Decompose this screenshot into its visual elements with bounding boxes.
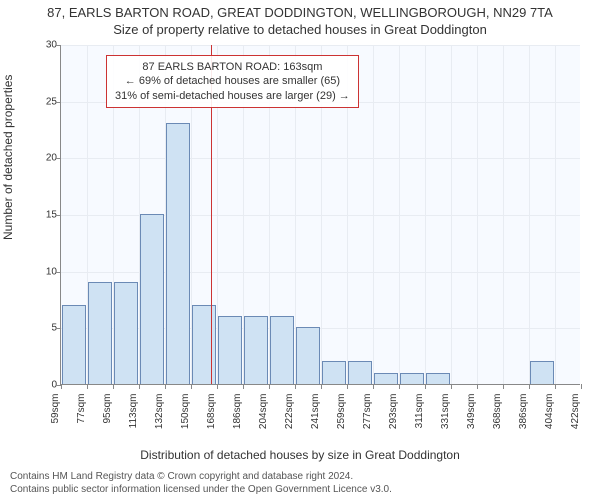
chart-title-line1: 87, EARLS BARTON ROAD, GREAT DODDINGTON,…: [0, 5, 600, 20]
x-tick-label: 241sqm: [310, 390, 321, 430]
histogram-bar: [244, 316, 268, 384]
x-tick-mark: [321, 384, 322, 389]
histogram-bar: [426, 373, 450, 384]
x-tick-label: 422sqm: [570, 390, 581, 430]
y-tick-mark: [56, 328, 61, 329]
x-tick-label: 113sqm: [128, 390, 139, 429]
x-tick-label: 404sqm: [544, 390, 555, 430]
x-axis-label: Distribution of detached houses by size …: [0, 448, 600, 462]
gridline-vertical: [477, 45, 478, 384]
annotation-line: 87 EARLS BARTON ROAD: 163sqm: [115, 60, 350, 74]
histogram-bar: [374, 373, 398, 384]
chart-container: 87, EARLS BARTON ROAD, GREAT DODDINGTON,…: [0, 0, 600, 500]
x-tick-label: 311sqm: [414, 390, 425, 429]
x-tick-mark: [295, 384, 296, 389]
x-tick-mark: [191, 384, 192, 389]
x-tick-mark: [113, 384, 114, 389]
annotation-line: 31% of semi-detached houses are larger (…: [115, 89, 350, 103]
x-tick-label: 150sqm: [180, 390, 191, 430]
y-tick-mark: [56, 45, 61, 46]
histogram-bar: [192, 305, 216, 384]
x-tick-mark: [373, 384, 374, 389]
x-tick-label: 259sqm: [336, 390, 347, 430]
y-tick-mark: [56, 272, 61, 273]
histogram-bar: [270, 316, 294, 384]
histogram-bar: [140, 214, 164, 384]
plot-area: 05101520253059sqm77sqm95sqm113sqm132sqm1…: [60, 45, 580, 385]
x-tick-mark: [217, 384, 218, 389]
histogram-bar: [530, 361, 554, 384]
x-tick-label: 349sqm: [466, 390, 477, 430]
histogram-bar: [218, 316, 242, 384]
chart-title-line2: Size of property relative to detached ho…: [0, 22, 600, 37]
y-tick-mark: [56, 215, 61, 216]
x-tick-label: 168sqm: [206, 390, 217, 430]
annotation-box: 87 EARLS BARTON ROAD: 163sqm← 69% of det…: [106, 55, 359, 108]
histogram-bar: [166, 123, 190, 384]
x-tick-label: 95sqm: [102, 390, 113, 424]
gridline-vertical: [555, 45, 556, 384]
x-tick-mark: [347, 384, 348, 389]
x-tick-mark: [243, 384, 244, 389]
x-tick-label: 59sqm: [50, 390, 61, 424]
x-tick-label: 331sqm: [440, 390, 451, 430]
histogram-bar: [296, 327, 320, 384]
x-tick-mark: [477, 384, 478, 389]
x-tick-mark: [61, 384, 62, 389]
attribution-line1: Contains HM Land Registry data © Crown c…: [10, 471, 392, 484]
x-tick-mark: [165, 384, 166, 389]
attribution-line2: Contains public sector information licen…: [10, 484, 392, 497]
x-tick-label: 386sqm: [518, 390, 529, 430]
x-tick-label: 186sqm: [232, 390, 243, 430]
x-tick-mark: [529, 384, 530, 389]
x-tick-label: 204sqm: [258, 390, 269, 430]
histogram-bar: [88, 282, 112, 384]
histogram-bar: [322, 361, 346, 384]
x-tick-label: 132sqm: [154, 390, 165, 430]
y-tick-mark: [56, 158, 61, 159]
histogram-bar: [348, 361, 372, 384]
x-tick-mark: [87, 384, 88, 389]
x-tick-label: 77sqm: [76, 390, 87, 424]
x-tick-mark: [555, 384, 556, 389]
x-tick-label: 293sqm: [388, 390, 399, 430]
histogram-bar: [400, 373, 424, 384]
gridline-vertical: [425, 45, 426, 384]
annotation-line: ← 69% of detached houses are smaller (65…: [115, 74, 350, 88]
gridline-vertical: [503, 45, 504, 384]
x-tick-mark: [451, 384, 452, 389]
x-tick-label: 277sqm: [362, 390, 373, 430]
x-tick-mark: [269, 384, 270, 389]
histogram-bar: [114, 282, 138, 384]
x-tick-mark: [503, 384, 504, 389]
y-tick-mark: [56, 102, 61, 103]
y-axis-label: Number of detached properties: [1, 75, 15, 240]
histogram-bar: [62, 305, 86, 384]
x-tick-mark: [581, 384, 582, 389]
attribution-text: Contains HM Land Registry data © Crown c…: [10, 471, 392, 496]
gridline-vertical: [451, 45, 452, 384]
x-tick-mark: [139, 384, 140, 389]
x-tick-label: 368sqm: [492, 390, 503, 430]
gridline-vertical: [399, 45, 400, 384]
gridline-vertical: [529, 45, 530, 384]
gridline-vertical: [373, 45, 374, 384]
x-tick-mark: [399, 384, 400, 389]
x-tick-mark: [425, 384, 426, 389]
x-tick-label: 222sqm: [284, 390, 295, 430]
